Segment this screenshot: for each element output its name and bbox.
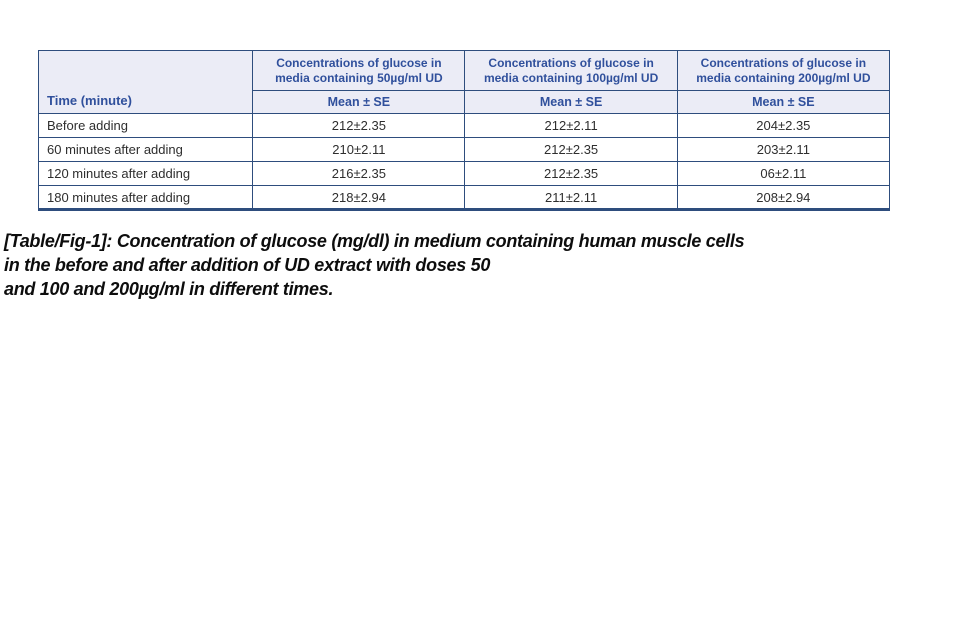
- value-cell: 204±2.35: [676, 113, 891, 138]
- group-header-row: Time (minute) Concentrations of glucose …: [37, 50, 891, 114]
- subheader-mean-se-100: Mean ± SE: [464, 90, 678, 114]
- value-cell: 212±2.35: [464, 137, 678, 162]
- value-cell: 218±2.94: [252, 185, 466, 210]
- group-header-200ug: Concentrations of glucose in media conta…: [676, 50, 891, 91]
- time-cell: 60 minutes after adding: [37, 137, 254, 162]
- time-cell: Before adding: [37, 113, 254, 138]
- value-cell: 212±2.35: [252, 113, 466, 138]
- group-header-50ug: Concentrations of glucose in media conta…: [252, 50, 466, 91]
- subheader-mean-se-50: Mean ± SE: [252, 90, 466, 114]
- value-cell: 212±2.35: [464, 161, 678, 186]
- glucose-concentration-table: Time (minute) Concentrations of glucose …: [37, 50, 891, 211]
- value-cell: 212±2.11: [464, 113, 678, 138]
- table-row: 120 minutes after adding 216±2.35 212±2.…: [37, 161, 891, 186]
- value-cell: 211±2.11: [464, 185, 678, 210]
- caption-line-2: in the before and after addition of UD e…: [4, 255, 491, 275]
- value-cell: 208±2.94: [676, 185, 891, 210]
- subheader-mean-se-200: Mean ± SE: [676, 90, 891, 114]
- table-row: 180 minutes after adding 218±2.94 211±2.…: [37, 185, 891, 210]
- table-row: 60 minutes after adding 210±2.11 212±2.3…: [37, 137, 891, 162]
- group-header-100ug: Concentrations of glucose in media conta…: [464, 50, 678, 91]
- time-cell: 180 minutes after adding: [37, 185, 254, 210]
- value-cell: 203±2.11: [676, 137, 891, 162]
- time-cell: 120 minutes after adding: [37, 161, 254, 186]
- corner-header-time-minute: Time (minute): [37, 50, 254, 114]
- sub-header-row: Mean ± SE Mean ± SE Mean ± SE: [39, 90, 891, 114]
- caption-line-1: [Table/Fig-1]: Concentration of glucose …: [4, 231, 745, 251]
- caption-line-3: and 100 and 200µg/ml in different times.: [4, 279, 334, 299]
- table-caption: [Table/Fig-1]: Concentration of glucose …: [4, 229, 949, 301]
- value-cell: 210±2.11: [252, 137, 466, 162]
- table-row: Before adding 212±2.35 212±2.11 204±2.35: [37, 113, 891, 138]
- value-cell: 06±2.11: [676, 161, 891, 186]
- value-cell: 216±2.35: [252, 161, 466, 186]
